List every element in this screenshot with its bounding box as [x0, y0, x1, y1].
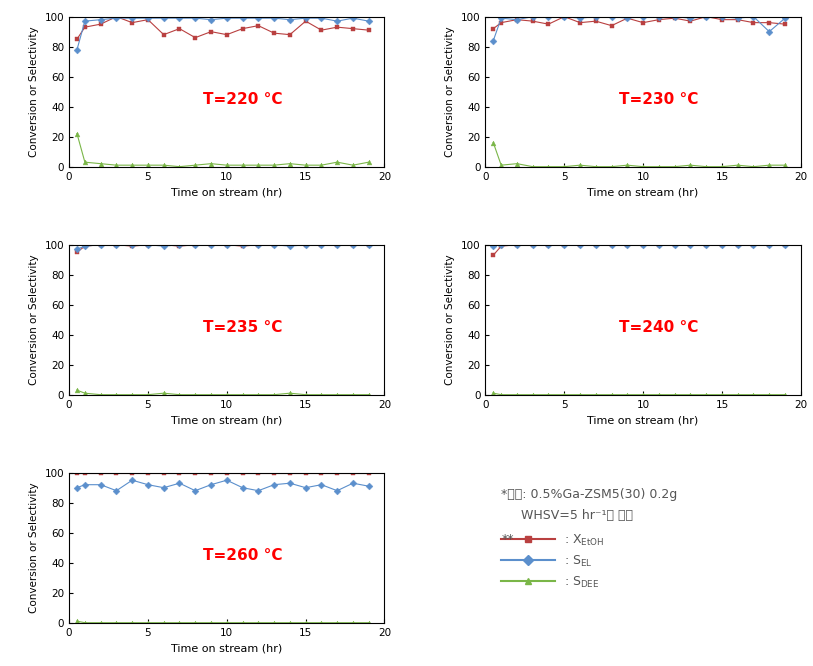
X-axis label: Time on stream (hr): Time on stream (hr)	[588, 415, 698, 425]
Y-axis label: Conversion or Selectivity: Conversion or Selectivity	[29, 482, 39, 613]
Text: T=235 °C: T=235 °C	[203, 320, 282, 335]
X-axis label: Time on stream (hr): Time on stream (hr)	[172, 643, 282, 653]
Y-axis label: Conversion or Selectivity: Conversion or Selectivity	[29, 254, 39, 385]
Text: **: **	[501, 533, 514, 545]
Y-axis label: Conversion or Selectivity: Conversion or Selectivity	[446, 27, 455, 157]
Text: : S$_{\mathregular{EL}}$: : S$_{\mathregular{EL}}$	[564, 553, 593, 569]
Text: WHSV=5 hr⁻¹로 고정: WHSV=5 hr⁻¹로 고정	[501, 509, 633, 521]
Text: T=220 °C: T=220 °C	[202, 92, 282, 107]
X-axis label: Time on stream (hr): Time on stream (hr)	[172, 187, 282, 197]
Text: : X$_{\mathregular{EtOH}}$: : X$_{\mathregular{EtOH}}$	[564, 533, 605, 548]
Y-axis label: Conversion or Selectivity: Conversion or Selectivity	[29, 27, 39, 157]
Text: : S$_{\mathregular{DEE}}$: : S$_{\mathregular{DEE}}$	[564, 575, 600, 590]
Text: T=230 °C: T=230 °C	[620, 92, 698, 107]
X-axis label: Time on stream (hr): Time on stream (hr)	[588, 187, 698, 197]
X-axis label: Time on stream (hr): Time on stream (hr)	[172, 415, 282, 425]
Text: *조건: 0.5%Ga-ZSM5(30) 0.2g: *조건: 0.5%Ga-ZSM5(30) 0.2g	[501, 488, 677, 501]
Y-axis label: Conversion or Selectivity: Conversion or Selectivity	[446, 254, 455, 385]
Text: T=240 °C: T=240 °C	[620, 320, 698, 335]
Text: T=260 °C: T=260 °C	[202, 547, 282, 563]
